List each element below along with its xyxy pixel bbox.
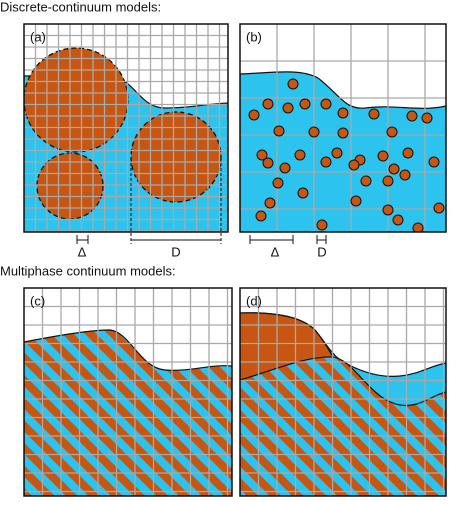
particle xyxy=(382,175,394,187)
particle xyxy=(256,149,268,161)
particle xyxy=(348,159,360,171)
particle xyxy=(299,98,311,110)
particle xyxy=(255,210,267,222)
particle xyxy=(287,78,299,90)
panel-d-content xyxy=(240,288,446,496)
size-label: D xyxy=(171,244,180,259)
particle xyxy=(320,98,332,110)
particle xyxy=(382,204,394,216)
particle xyxy=(279,162,291,174)
panel-c-content xyxy=(24,288,232,496)
panel-label: (a) xyxy=(30,29,46,44)
particle xyxy=(273,125,285,137)
particle xyxy=(262,157,274,169)
particle xyxy=(388,163,400,175)
panel-frame xyxy=(23,287,233,497)
scale-markers xyxy=(249,235,327,244)
panel-b-content xyxy=(240,24,446,232)
particle xyxy=(377,150,389,162)
panel-a-content xyxy=(24,24,228,232)
particle xyxy=(392,214,404,226)
particle xyxy=(130,111,222,203)
particle xyxy=(272,177,284,189)
particle xyxy=(433,202,445,214)
particle xyxy=(294,149,306,161)
particle xyxy=(297,187,309,199)
particle xyxy=(350,195,362,207)
particle xyxy=(402,147,414,159)
panel-frame xyxy=(239,23,447,233)
panel-label: (b) xyxy=(246,29,262,44)
panel-frame xyxy=(23,23,229,233)
particle xyxy=(406,110,418,122)
particle xyxy=(428,156,440,168)
grid xyxy=(240,288,446,496)
particle xyxy=(412,222,424,232)
particle xyxy=(331,147,343,159)
panel-label: (c) xyxy=(30,293,45,308)
mixture xyxy=(24,329,232,496)
particle xyxy=(282,102,294,114)
particles xyxy=(248,78,445,232)
grid xyxy=(24,24,228,232)
mixture xyxy=(240,356,446,496)
size-label: D xyxy=(317,244,326,259)
delta-label: Δ xyxy=(271,244,280,259)
particle xyxy=(316,219,328,231)
scale-markers xyxy=(76,158,222,244)
delta-label: Δ xyxy=(78,244,87,259)
panel-frame xyxy=(239,287,447,497)
particle xyxy=(360,175,372,187)
particle xyxy=(421,112,433,124)
particle xyxy=(248,109,260,121)
section-title: Discrete-continuum models: xyxy=(0,0,161,14)
panel-label: (d) xyxy=(246,293,262,308)
particle xyxy=(337,127,349,139)
particle xyxy=(24,47,129,153)
particle xyxy=(264,197,276,209)
grid xyxy=(24,288,232,496)
particle xyxy=(368,108,380,120)
particle xyxy=(399,169,411,181)
particle xyxy=(337,107,349,119)
particle xyxy=(308,126,320,138)
particle xyxy=(386,126,398,138)
particle xyxy=(262,98,274,110)
section-title: Multiphase continuum models: xyxy=(0,263,176,278)
particle xyxy=(320,156,332,168)
